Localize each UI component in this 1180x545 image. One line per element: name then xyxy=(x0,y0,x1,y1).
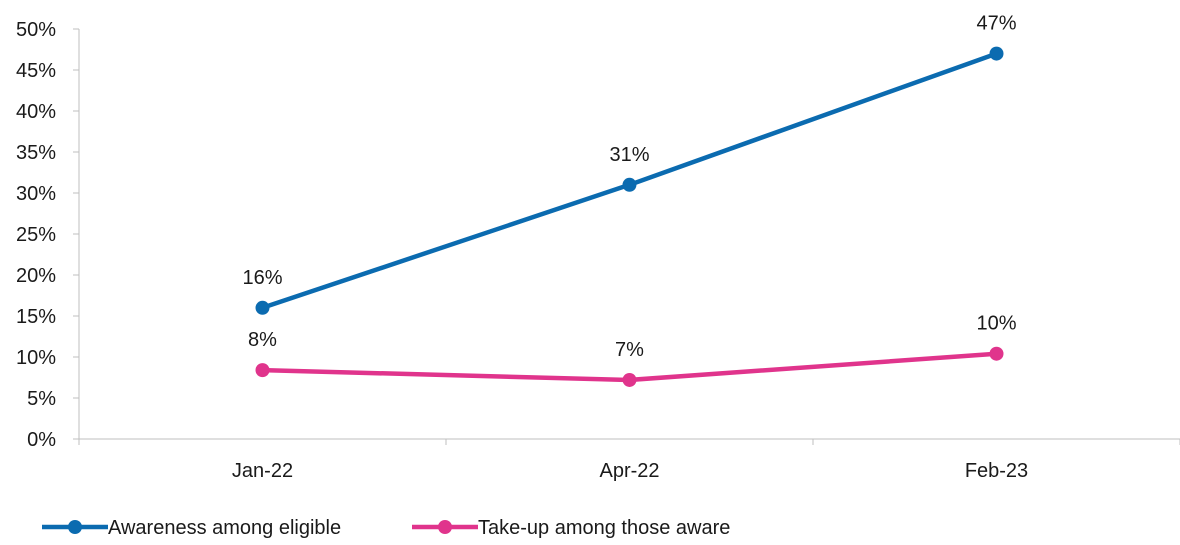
legend-swatch-marker xyxy=(68,520,82,534)
y-tick-label: 45% xyxy=(16,60,56,82)
data-point xyxy=(255,363,270,378)
x-tick-label: Feb-23 xyxy=(965,460,1028,482)
y-tick-label: 0% xyxy=(27,429,56,451)
data-point xyxy=(989,346,1004,361)
y-tick-label: 25% xyxy=(16,224,56,246)
chart-series: 16% 31% 47% 8% 7% 10% xyxy=(242,13,1017,387)
y-tick-label: 10% xyxy=(16,347,56,369)
data-label: 7% xyxy=(615,339,644,361)
data-point xyxy=(255,300,270,315)
y-tick-label: 5% xyxy=(27,388,56,410)
data-label: 10% xyxy=(976,313,1016,335)
y-tick-label: 15% xyxy=(16,306,56,328)
data-label: 47% xyxy=(976,13,1016,35)
legend-label: Awareness among eligible xyxy=(108,517,341,539)
series-2: 8% 7% 10% xyxy=(248,313,1017,387)
x-tick-label: Jan-22 xyxy=(232,460,293,482)
y-tick-label: 40% xyxy=(16,101,56,123)
chart-legend: Awareness among eligible Take-up among th… xyxy=(42,517,730,539)
data-point xyxy=(989,46,1004,61)
y-tick-label: 20% xyxy=(16,265,56,287)
legend-item: Take-up among those aware xyxy=(412,517,730,539)
legend-swatch-marker xyxy=(438,520,452,534)
data-point xyxy=(622,177,637,192)
y-tick-label: 35% xyxy=(16,142,56,164)
data-label: 31% xyxy=(609,144,649,166)
series-1: 16% 31% 47% xyxy=(242,13,1017,315)
data-label: 8% xyxy=(248,329,277,351)
x-tick-label: Apr-22 xyxy=(599,460,659,482)
legend-item: Awareness among eligible xyxy=(42,517,341,539)
data-label: 16% xyxy=(242,267,282,289)
legend-label: Take-up among those aware xyxy=(478,517,730,539)
data-point xyxy=(622,372,637,387)
y-tick-label: 30% xyxy=(16,183,56,205)
y-tick-label: 50% xyxy=(16,19,56,41)
chart-axes: 0% 5% 10% 15% 20% 25% 30% 35% 40% 45% 50% Jan-22 Apr… xyxy=(16,19,1180,482)
